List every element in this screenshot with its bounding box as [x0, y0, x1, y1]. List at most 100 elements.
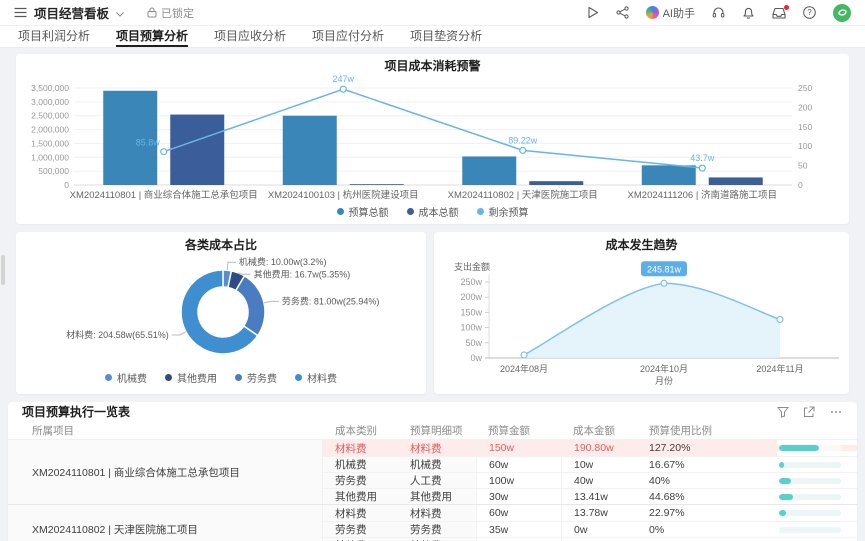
legend-item-劳务费[interactable]: 劳务费 — [235, 370, 277, 385]
project-cell[interactable]: XM2024110801 | 商业综合体施工总承包项目 — [8, 440, 323, 504]
cell-detail: 人工费 — [398, 473, 476, 488]
cell-category: 劳务费 — [323, 473, 398, 488]
cell-ratio: 22.97% — [649, 507, 685, 519]
bar-成本总额[interactable] — [170, 114, 225, 185]
user-avatar[interactable] — [833, 3, 851, 22]
cost-share-card: 各类成本占比 机械费: 10.00w(3.2%) 其他费用: 16.7w(5.35… — [16, 232, 426, 394]
tab-3[interactable]: 项目应收分析 — [214, 29, 287, 43]
tab-4[interactable]: 项目应付分析 — [312, 29, 385, 43]
sidebar-collapse-handle[interactable] — [1, 255, 5, 285]
cost-trend-chart[interactable]: 0w 50w 100w 150w 200w 250w 支出金额 245.81w 2024年08月… — [434, 254, 849, 386]
lock-label: 已锁定 — [161, 7, 195, 20]
line-point[interactable] — [160, 148, 168, 156]
usage-bar-fill — [779, 477, 792, 484]
help-icon[interactable]: ? — [803, 6, 816, 19]
export-icon[interactable] — [803, 406, 815, 418]
svg-text:89.22w: 89.22w — [508, 135, 538, 145]
bar-成本总额[interactable] — [349, 184, 404, 185]
svg-text:100: 100 — [798, 141, 812, 151]
trend-point[interactable] — [660, 279, 668, 287]
dashboard-content: 项目成本消耗预警 0 500,000 1,000,000 1,500,000 2,000… — [0, 48, 865, 541]
budget-table-card: 项目预算执行一览表 所属项目 成本类别 预算明细项 预算金额 成本金额 预算使用比例 XM… — [8, 402, 857, 541]
tab-2[interactable]: 项目预算分析 — [116, 26, 189, 47]
legend-item-剩余预算[interactable]: 剩余预算 — [476, 204, 529, 219]
cell-usage-bar — [777, 477, 857, 484]
notification-bell-icon[interactable] — [742, 6, 755, 19]
table-row[interactable]: 机械费 机械费 60w 10w 16.67% — [323, 456, 857, 472]
cell-budget: 30w — [476, 489, 561, 504]
filter-icon[interactable] — [777, 406, 789, 418]
svg-text:85.8w: 85.8w — [136, 138, 161, 148]
svg-text:2024年11月: 2024年11月 — [756, 363, 803, 374]
line-point[interactable] — [698, 164, 706, 172]
column-header: 预算明细项 — [410, 425, 463, 437]
legend-dot — [235, 373, 242, 381]
more-icon[interactable] — [829, 406, 843, 418]
svg-text:1,000,000: 1,000,000 — [31, 152, 69, 162]
share-icon[interactable] — [615, 6, 629, 19]
legend-item-其他费用[interactable]: 其他费用 — [165, 370, 217, 385]
chart-title: 项目成本消耗预警 — [384, 59, 481, 73]
lock-status[interactable]: 已锁定 — [147, 5, 194, 21]
bar-成本总额[interactable] — [708, 177, 763, 185]
menu-icon[interactable] — [14, 7, 27, 18]
cell-usage-bar — [777, 510, 857, 516]
donut-slice-材料费[interactable] — [180, 269, 259, 355]
trend-point[interactable] — [776, 315, 784, 323]
bar-预算总额[interactable] — [103, 90, 158, 185]
cell-ratio: 16.67% — [649, 458, 685, 471]
svg-text:43.7w: 43.7w — [690, 153, 715, 163]
svg-text:?: ? — [807, 8, 812, 17]
cell-usage-bar — [777, 461, 857, 468]
ai-label: AI助手 — [662, 7, 695, 20]
svg-text:2024年10月: 2024年10月 — [640, 363, 688, 374]
cell-detail: 机械费 — [398, 457, 476, 472]
usage-bar-fill — [779, 445, 819, 451]
table-row[interactable]: 其他费用 其他费用 30w 13.41w 44.68% — [323, 488, 857, 504]
chart-title: 各类成本占比 — [184, 238, 257, 252]
chevron-down-icon[interactable] — [116, 6, 124, 20]
bar-成本总额[interactable] — [529, 181, 584, 185]
cell-category: 劳务费 — [323, 522, 398, 537]
legend-item-材料费[interactable]: 材料费 — [295, 370, 337, 385]
table-row[interactable]: 其他费用其他费用8w0w0% — [323, 537, 857, 541]
bar-预算总额[interactable] — [641, 165, 696, 185]
preview-play-icon[interactable] — [587, 6, 599, 19]
bar-预算总额[interactable] — [462, 156, 517, 185]
cost-share-legend: 机械费 其他费用 劳务费 材料费 — [16, 368, 426, 386]
usage-bar-fill — [779, 493, 793, 500]
svg-text:200: 200 — [798, 102, 812, 112]
table-group: XM2024110802 | 天津医院施工项目 材料费 材料费 60w 13.78w 22… — [8, 505, 857, 541]
cell-cost: 10w — [561, 457, 637, 472]
legend-item-预算总额[interactable]: 预算总额 — [336, 204, 389, 219]
cell-budget: 100w — [476, 473, 561, 488]
legend-item-成本总额[interactable]: 成本总额 — [406, 204, 459, 219]
donut-slice-劳务费[interactable] — [234, 274, 266, 337]
table-row[interactable]: 劳务费 劳务费 35w 0w 0% — [323, 521, 857, 537]
cost-warning-chart[interactable]: 0 500,000 1,000,000 1,500,000 2,000,000 2,500… — [16, 74, 849, 202]
project-cell[interactable]: XM2024110802 | 天津医院施工项目 — [8, 505, 323, 541]
legend-item-机械费[interactable]: 机械费 — [105, 370, 147, 385]
cell-ratio: 0% — [637, 538, 777, 541]
table-row[interactable]: 材料费 材料费 150w 190.80w 127.20% — [323, 440, 857, 456]
inbox-icon[interactable] — [772, 4, 789, 19]
notification-badge — [784, 4, 789, 10]
bar-预算总额[interactable] — [282, 115, 337, 185]
remaining-budget-line[interactable] — [163, 88, 703, 169]
page-title: 项目经营看板 — [34, 7, 110, 21]
line-point[interactable] — [339, 85, 347, 93]
svg-text:150w: 150w — [460, 307, 482, 317]
legend-dot — [336, 207, 344, 215]
table-row[interactable]: 材料费 材料费 60w 13.78w 22.97% — [323, 505, 857, 521]
svg-text:材料费: 204.58w(65.51%): 材料费: 204.58w(65.51%) — [66, 329, 169, 340]
cost-share-chart[interactable]: 机械费: 10.00w(3.2%)其他费用: 16.7w(5.35%) 劳务费: … — [16, 254, 426, 368]
trend-point[interactable] — [520, 351, 528, 359]
headset-icon[interactable] — [712, 6, 725, 19]
table-row[interactable]: 劳务费 人工费 100w 40w 40% — [323, 472, 857, 488]
tab-5[interactable]: 项目垫资分析 — [410, 29, 483, 43]
ai-assistant-button[interactable]: AI助手 — [645, 5, 695, 21]
cell-usage-bar — [777, 493, 857, 500]
tab-1[interactable]: 项目利润分析 — [18, 29, 91, 43]
line-point[interactable] — [519, 146, 527, 154]
cell-ratio: 44.68% — [649, 490, 685, 503]
